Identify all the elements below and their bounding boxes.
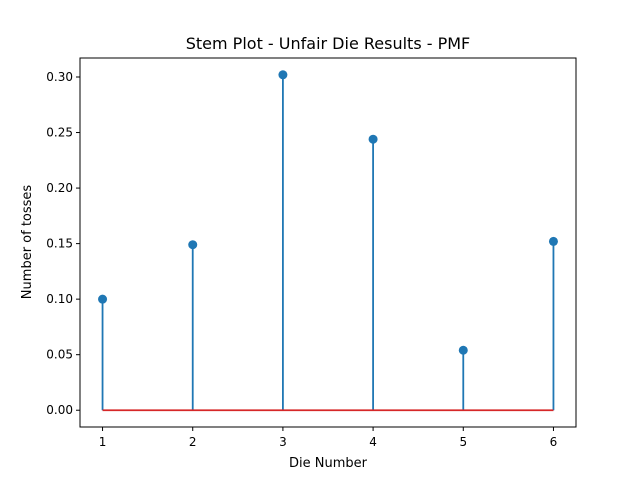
plot-area: 1 2 3 4 5 6 0.00 0.05 0.10 0.15 0.20 0.25 0.30: [46, 57, 577, 449]
y-tick-label: 0.15: [46, 237, 73, 251]
x-axis-label: Die Number: [289, 456, 368, 471]
x-tick-label: 6: [550, 435, 558, 449]
x-tick-label: 4: [369, 435, 377, 449]
y-axis-label: Number of tosses: [20, 185, 35, 300]
x-tick-label: 3: [279, 435, 287, 449]
y-tick-label: 0.05: [46, 348, 73, 362]
stem-marker: [278, 70, 288, 80]
stem-marker: [188, 240, 198, 250]
x-tick-label: 5: [459, 435, 467, 449]
chart-title: Stem Plot - Unfair Die Results - PMF: [186, 34, 471, 53]
x-tick-label: 2: [189, 435, 197, 449]
stem-marker: [458, 345, 468, 355]
stem-marker: [98, 294, 108, 304]
y-tick-label: 0.30: [46, 70, 73, 84]
y-tick-label: 0.10: [46, 292, 73, 306]
stem-marker: [368, 134, 378, 144]
axes-frame: [79, 57, 577, 428]
y-tick-label: 0.20: [46, 181, 73, 195]
y-tick-label: 0.25: [46, 126, 73, 140]
stem-marker: [548, 236, 558, 246]
x-tick-label: 1: [99, 435, 107, 449]
y-tick-label: 0.00: [46, 403, 73, 417]
